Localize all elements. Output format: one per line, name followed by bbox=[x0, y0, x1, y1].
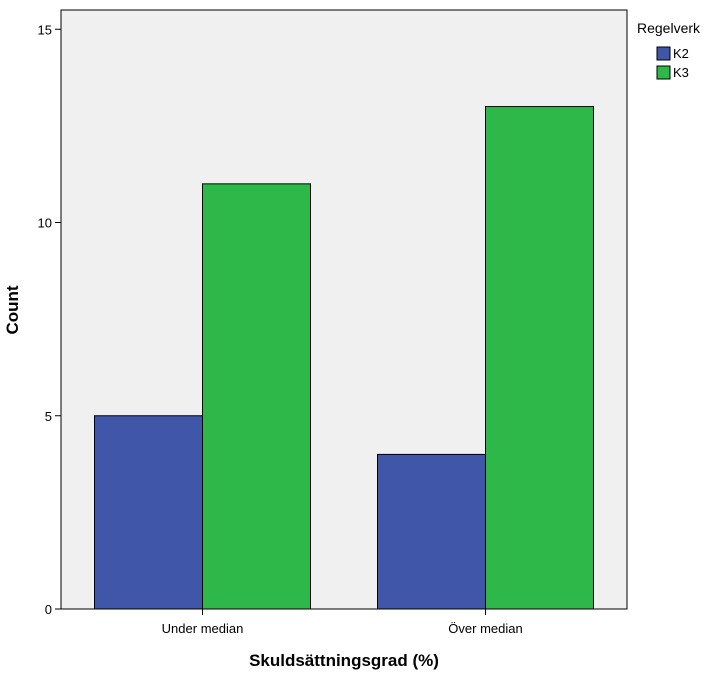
bar-k3-0 bbox=[202, 183, 311, 610]
y-tick-label: 0 bbox=[45, 602, 52, 617]
legend-title: Regelverk bbox=[637, 20, 701, 36]
legend-swatch-k2 bbox=[656, 46, 671, 61]
bar-k3-1 bbox=[485, 106, 594, 610]
x-tick-label: Över median bbox=[448, 621, 522, 636]
legend-label-k2: K2 bbox=[673, 46, 689, 61]
bars-group bbox=[94, 106, 594, 610]
legend: Regelverk K2 K3 bbox=[637, 20, 701, 80]
x-axis: Under median Över median bbox=[162, 609, 523, 636]
bar-k2-1 bbox=[377, 453, 486, 610]
bar-k2-0 bbox=[94, 415, 203, 610]
legend-swatch-k3 bbox=[656, 65, 671, 80]
x-tick-label: Under median bbox=[162, 621, 244, 636]
y-tick-label: 5 bbox=[45, 409, 52, 424]
y-tick-label: 15 bbox=[38, 22, 52, 37]
y-axis: 0 5 10 15 bbox=[38, 22, 61, 617]
x-axis-title: Skuldsättningsgrad (%) bbox=[249, 651, 439, 670]
y-tick-label: 10 bbox=[38, 216, 52, 231]
y-axis-title: Count bbox=[3, 285, 22, 334]
legend-label-k3: K3 bbox=[673, 65, 689, 80]
